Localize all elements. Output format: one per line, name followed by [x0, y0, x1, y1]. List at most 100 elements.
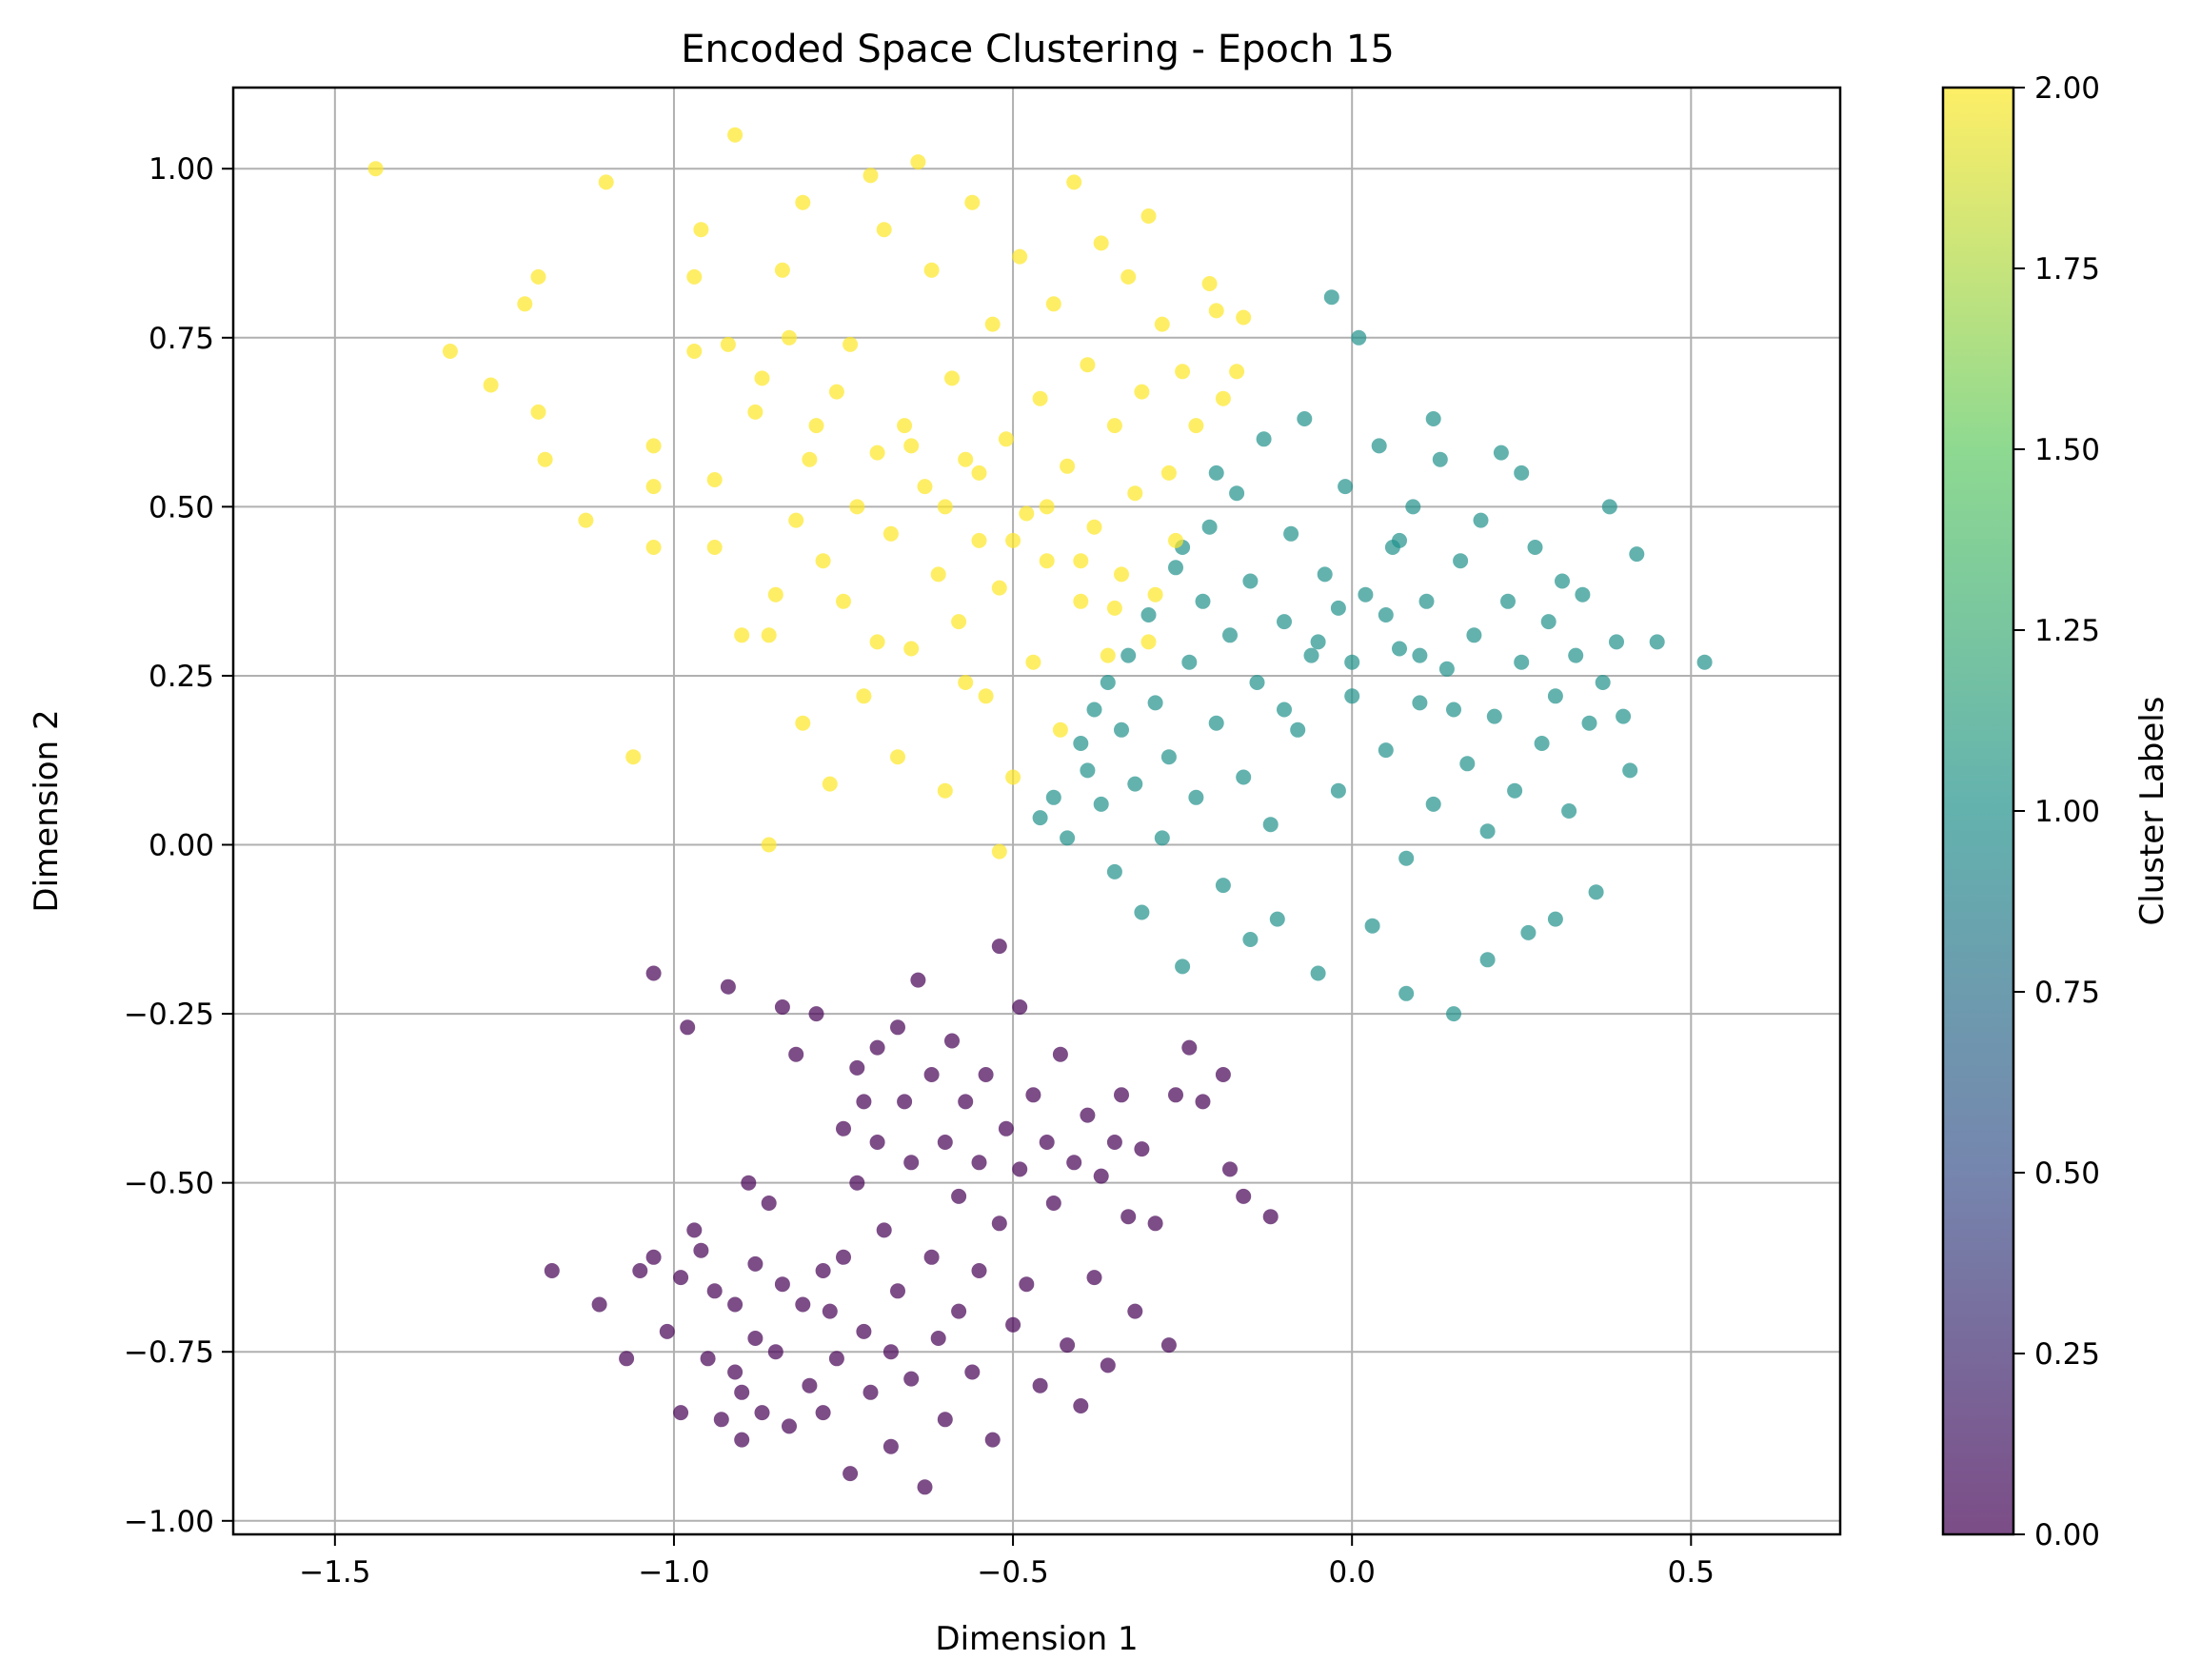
data-point — [645, 438, 662, 454]
data-point — [645, 540, 662, 555]
data-point — [1514, 464, 1530, 481]
data-point — [1012, 999, 1028, 1015]
data-point — [937, 1135, 953, 1150]
data-point — [944, 1033, 960, 1049]
data-point — [1418, 593, 1435, 609]
data-point — [890, 749, 905, 765]
data-point — [1507, 782, 1523, 799]
data-point — [734, 1384, 750, 1400]
x-axis-ticks: −1.5 −1.0 −0.5 0.0 0.5 — [299, 1534, 1715, 1590]
data-point — [1120, 268, 1137, 285]
data-point — [876, 222, 892, 238]
data-point — [727, 1364, 744, 1380]
data-point — [673, 1270, 689, 1286]
data-point — [680, 1019, 696, 1036]
data-point — [700, 1351, 716, 1367]
data-point — [930, 1331, 946, 1346]
data-point — [1106, 863, 1122, 880]
data-point — [1032, 810, 1048, 826]
data-point — [1540, 614, 1557, 630]
data-point — [761, 1196, 777, 1211]
y-tick-label: 1.00 — [149, 152, 214, 187]
data-point — [1120, 1209, 1137, 1225]
data-point — [774, 262, 790, 278]
data-point — [917, 479, 933, 495]
data-point — [1269, 911, 1285, 927]
data-point — [706, 1283, 723, 1299]
data-point — [1242, 573, 1259, 589]
data-point — [686, 268, 703, 285]
colorbar-tick-label: 0.25 — [2034, 1337, 2100, 1372]
data-point — [632, 1263, 648, 1278]
data-point — [876, 1222, 892, 1238]
data-point — [1575, 586, 1591, 603]
data-point — [991, 1216, 1007, 1232]
data-point — [693, 1242, 709, 1258]
data-point — [869, 634, 885, 650]
data-point — [1045, 789, 1061, 805]
data-point — [917, 1479, 933, 1495]
colorbar-tick-label: 0.50 — [2034, 1156, 2100, 1191]
data-point — [754, 370, 770, 386]
data-point — [822, 1303, 838, 1319]
data-point — [1215, 390, 1231, 406]
data-point — [1277, 614, 1292, 630]
data-point — [1005, 769, 1021, 785]
colorbar-tick-label: 0.00 — [2034, 1518, 2100, 1552]
data-point — [1412, 647, 1428, 663]
data-point — [1005, 1316, 1021, 1333]
data-point — [815, 553, 831, 569]
data-point — [734, 1432, 750, 1448]
data-point — [1555, 573, 1570, 589]
data-point — [1154, 830, 1170, 846]
data-point — [1195, 593, 1211, 609]
data-point — [747, 1255, 763, 1272]
data-point — [767, 586, 783, 603]
data-point — [734, 627, 750, 643]
grid-lines — [233, 88, 1840, 1534]
data-point — [869, 445, 885, 461]
data-point — [849, 1175, 865, 1191]
data-point — [1073, 553, 1089, 569]
data-point — [1696, 654, 1713, 670]
data-point — [897, 1094, 913, 1110]
data-point — [1459, 756, 1476, 772]
data-point — [1432, 451, 1448, 467]
data-point — [923, 262, 940, 278]
data-point — [645, 479, 662, 495]
data-point — [598, 174, 614, 190]
data-point — [1086, 1270, 1102, 1286]
y-tick-label: 0.00 — [149, 829, 214, 863]
data-point — [1330, 600, 1346, 616]
data-point — [890, 1283, 905, 1299]
data-point — [1616, 708, 1632, 724]
data-point — [1283, 525, 1299, 542]
data-point — [944, 370, 960, 386]
data-point — [1581, 715, 1597, 731]
data-point — [1019, 505, 1035, 522]
data-point — [802, 1377, 818, 1393]
data-point — [1188, 418, 1204, 434]
data-point — [1147, 1216, 1163, 1232]
data-point — [869, 1135, 885, 1150]
data-point — [1236, 309, 1252, 326]
data-point — [1168, 560, 1183, 576]
data-point — [1514, 654, 1530, 670]
data-point — [843, 336, 859, 352]
data-point — [1045, 296, 1061, 312]
data-point — [1080, 357, 1096, 373]
data-point — [795, 715, 811, 731]
data-point — [1520, 924, 1537, 940]
data-point — [1039, 1135, 1055, 1150]
data-point — [1398, 985, 1415, 1001]
data-point — [882, 1438, 899, 1454]
data-point — [1561, 803, 1577, 819]
data-point — [1534, 736, 1550, 751]
data-point — [1438, 661, 1455, 677]
data-point — [1310, 965, 1326, 981]
data-point — [1601, 499, 1617, 515]
data-point — [1073, 1398, 1089, 1413]
data-point — [1060, 1337, 1076, 1354]
data-point — [1486, 708, 1502, 724]
data-point — [937, 499, 953, 515]
